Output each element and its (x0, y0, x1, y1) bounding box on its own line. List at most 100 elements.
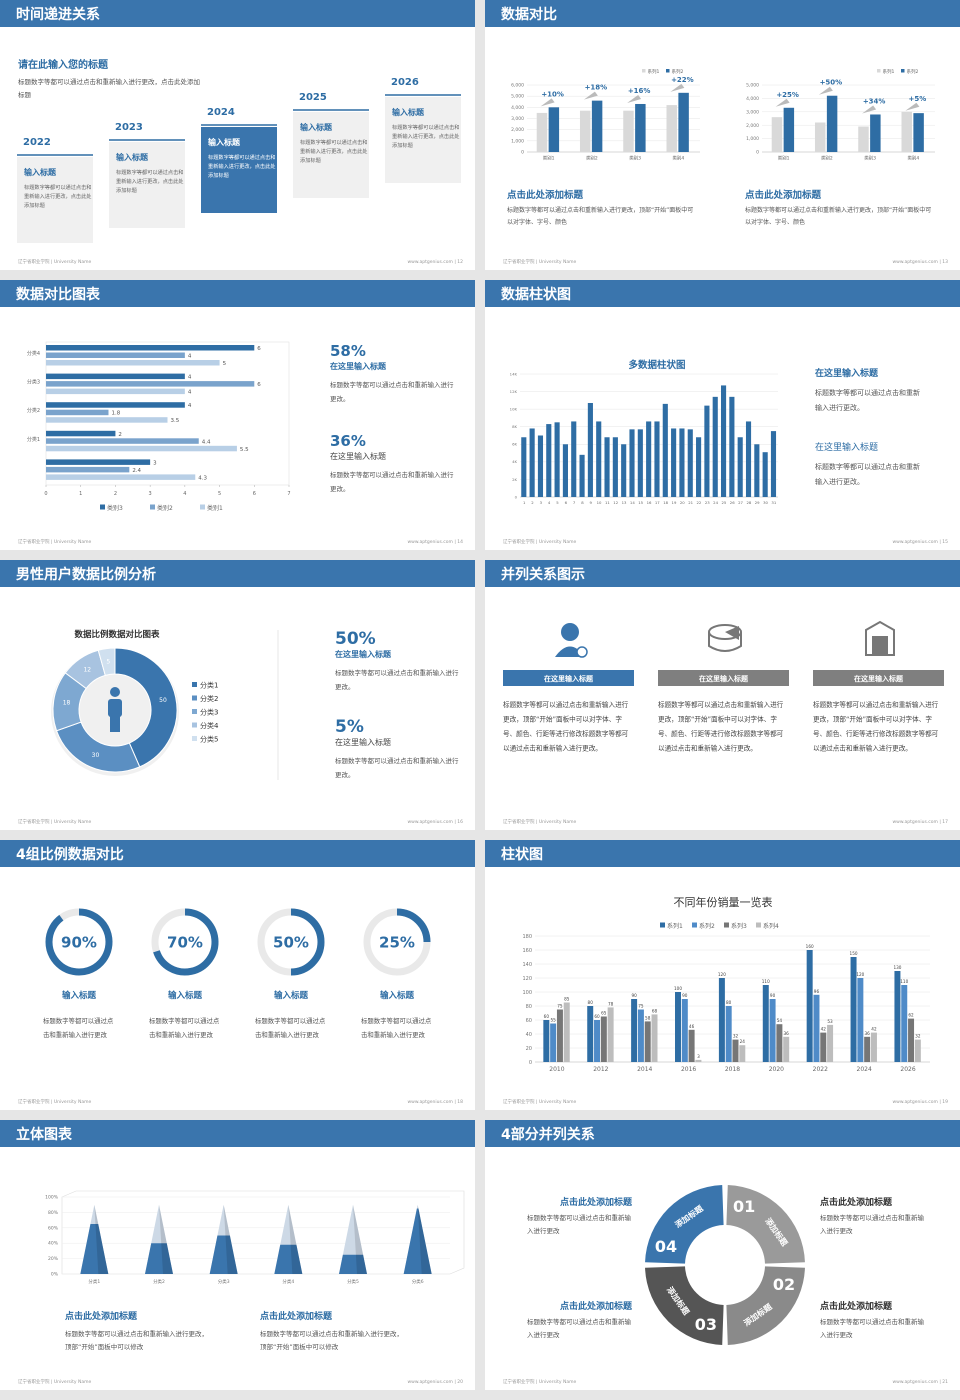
bar (662, 403, 668, 497)
y-tick-label: 6,000 (511, 83, 524, 89)
arrow (905, 102, 920, 111)
legend-swatch (100, 504, 105, 510)
pyramid-shade (353, 1204, 367, 1274)
y-tick-label: 4,000 (511, 105, 524, 111)
text-line: 重新输入进行更改，点击此处 (300, 147, 367, 155)
annotation: +34% (863, 97, 886, 105)
x-tick-label: 2010 (549, 1066, 564, 1073)
text-line: 击和重新输入进行更改 (43, 1030, 108, 1039)
bar (913, 113, 924, 152)
text-line: 输入进行更改。 (815, 477, 864, 486)
text-line: 更改，顶部“开始”面板中可以对字体、字 (813, 715, 932, 724)
legend-label: 类别1 (207, 504, 223, 512)
bar (864, 1036, 871, 1062)
bar (46, 352, 185, 358)
stat-title: 在这里输入标题 (335, 737, 391, 747)
x-tick-label: 6 (565, 500, 568, 505)
x-tick-label: 12 (613, 500, 618, 505)
x-tick-label: 19 (672, 500, 677, 505)
chart-title: 不同年份销量一览表 (674, 895, 773, 909)
pyramid-fill (145, 1243, 173, 1274)
column-heading: 在这里输入标题 (699, 674, 749, 683)
y-tick-label: 0 (515, 494, 518, 499)
bar (554, 422, 560, 497)
text-line: 标题数字等都可以通过点击和重新输入进行更改，顶部“开始”面板中可 (745, 206, 931, 214)
text-line: 以通过点击和重新输入进行更改。 (813, 744, 912, 753)
bar (550, 1023, 557, 1062)
bar (623, 110, 634, 152)
bar (579, 110, 591, 152)
data-label: 120 (718, 972, 726, 977)
bar (737, 437, 743, 497)
step-text: 标题数字等都可以通过点击和重新输入进行更改，点击此处添加标题 (208, 153, 275, 179)
pyramid-shade (288, 1204, 303, 1274)
text-line: 标题数字等都可以通过点击和重新输 (820, 1317, 925, 1326)
year: 2026 (391, 77, 419, 88)
text-line: 以通过点击和重新输入进行更改。 (503, 744, 602, 753)
bar (644, 1021, 651, 1062)
data-label: 4 (188, 354, 192, 360)
stat-value: 58% (330, 342, 366, 360)
slide-title: 立体图表 (16, 1126, 73, 1143)
text-line: 添加标题 (24, 201, 45, 209)
bar (587, 402, 593, 497)
person-body (108, 699, 122, 717)
text-line: 更改。 (330, 394, 350, 403)
cycle-segment (726, 1185, 805, 1264)
x-tick-label: 分类5 (347, 1278, 359, 1285)
bar (562, 444, 568, 497)
bar (729, 396, 735, 497)
data-label: 2 (118, 432, 122, 438)
x-tick-label: 17 (655, 500, 660, 505)
legend-label: 分类5 (200, 735, 218, 744)
bar (529, 428, 535, 497)
step-heading: 输入标题 (208, 137, 241, 147)
annotation: +16% (628, 87, 651, 95)
footer: www.aptgenius.com | 16 (407, 819, 463, 825)
item-text: 标题数字等都可以通过点击和重新输入进行更改 (43, 1016, 114, 1039)
icon (872, 636, 888, 655)
caption-title: 点击此处添加标题 (745, 189, 822, 201)
x-tick-label: 6 (253, 491, 256, 497)
text-line: 标题数字等都可以通过点击和重新输入进行更改， (260, 1329, 403, 1338)
bar (546, 424, 552, 497)
data-label: 78 (608, 1001, 614, 1006)
y-tick-label: 分类4 (27, 350, 40, 357)
y-tick-label: 4K (512, 459, 517, 464)
bar (745, 421, 752, 497)
legend-swatch (877, 69, 881, 73)
text-line: 标题数字等都可以通过点击和重新输入进行更改，顶部“开始”面板中可 (507, 206, 693, 214)
step-text: 标题数字等都可以通过点击和重新输入进行更改，点击此处添加标题 (24, 183, 91, 209)
text-line: 更改，顶部“开始”面板中可以对字体、字 (503, 715, 622, 724)
slide-title: 时间递进关系 (16, 6, 100, 23)
x-tick-label: 4 (183, 491, 186, 497)
text-line: 击和重新输入进行更改 (361, 1030, 426, 1039)
x-tick-label: 类别1 (778, 155, 790, 162)
bar (901, 985, 908, 1062)
text-line: 更改。 (330, 484, 350, 493)
x-tick-label: 分类2 (153, 1278, 165, 1285)
stat-text: 标题数字等都可以通过点击和重新输入进行更改。 (335, 668, 459, 691)
bar (521, 437, 527, 497)
footer: 辽宁省职业学院 | University Name (503, 258, 577, 265)
x-tick-label: 24 (713, 500, 718, 505)
text-line: 输入进行更改。 (815, 403, 864, 412)
bar (591, 100, 603, 152)
step-text: 标题数字等都可以通过点击和重新输入进行更改，点击此处添加标题 (392, 123, 459, 149)
bar (771, 117, 783, 152)
slide-bg (485, 840, 960, 1110)
x-tick-label: 16 (647, 500, 652, 505)
step-box (293, 112, 369, 198)
legend-swatch (692, 922, 697, 928)
y-tick-label: 180 (522, 934, 532, 940)
ring-arc (396, 908, 431, 943)
x-tick-label: 18 (663, 500, 668, 505)
bar (612, 437, 618, 497)
y-tick-label: 5,000 (511, 94, 524, 100)
stat-text: 标题数字等都可以通过点击和重新输入进行更改。 (330, 470, 454, 493)
bar (548, 107, 560, 152)
step-box (385, 97, 461, 183)
footer: 辽宁省职业学院 | University Name (503, 538, 577, 545)
x-tick-label: 分类4 (282, 1278, 294, 1285)
